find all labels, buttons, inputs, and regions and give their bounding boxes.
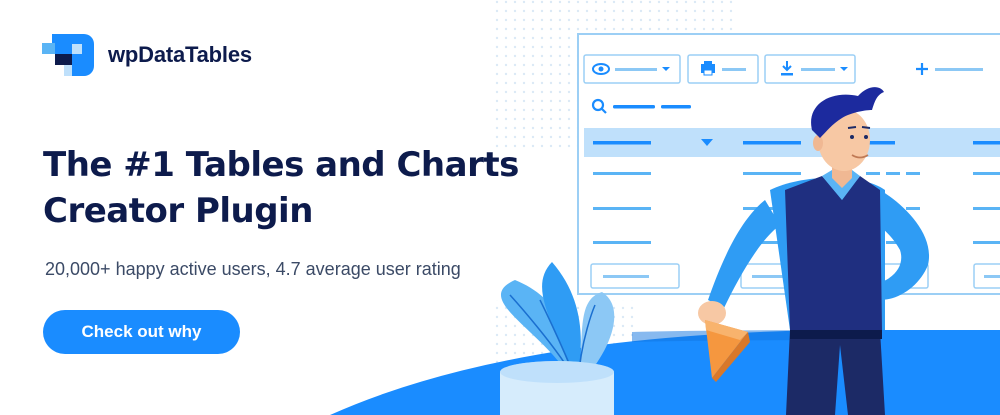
- headline-line-1: The #1 Tables and Charts: [43, 145, 519, 185]
- chevron-down-icon: [840, 67, 848, 71]
- download-icon: [781, 61, 793, 76]
- new-entry-control: [916, 63, 983, 75]
- dot-pattern-bottom: [495, 300, 635, 410]
- table-mockup: [577, 33, 1000, 295]
- dot-pattern-top: [495, 0, 735, 150]
- sort-arrow-icon: [701, 139, 713, 146]
- wpdatatables-logo-icon: [42, 34, 94, 76]
- check-out-why-button[interactable]: Check out why: [43, 310, 240, 354]
- table-body: [593, 172, 1000, 244]
- column-visibility-button: [583, 54, 681, 84]
- chevron-down-icon: [662, 67, 670, 71]
- subtitle: 20,000+ happy active users, 4.7 average …: [45, 259, 461, 279]
- export-button: [764, 54, 856, 84]
- man-illustration: [698, 87, 930, 415]
- brand-name: wpDataTables: [108, 42, 252, 67]
- brand-logo[interactable]: wpDataTables: [42, 34, 252, 76]
- table-search: [591, 98, 691, 114]
- eye-icon: [592, 63, 610, 75]
- search-icon: [591, 98, 607, 114]
- table-header-row: [584, 128, 1000, 157]
- plus-icon: [916, 63, 928, 75]
- blue-floor: [330, 330, 1000, 415]
- headline: The #1 Tables and Charts Creator Plugin: [43, 142, 519, 234]
- floor-highlight: [632, 330, 860, 342]
- print-button: [687, 54, 759, 84]
- potted-plant: [500, 262, 615, 415]
- table-footer-filters: [590, 263, 1000, 289]
- headline-line-2: Creator Plugin: [43, 191, 313, 231]
- printer-icon: [701, 61, 715, 76]
